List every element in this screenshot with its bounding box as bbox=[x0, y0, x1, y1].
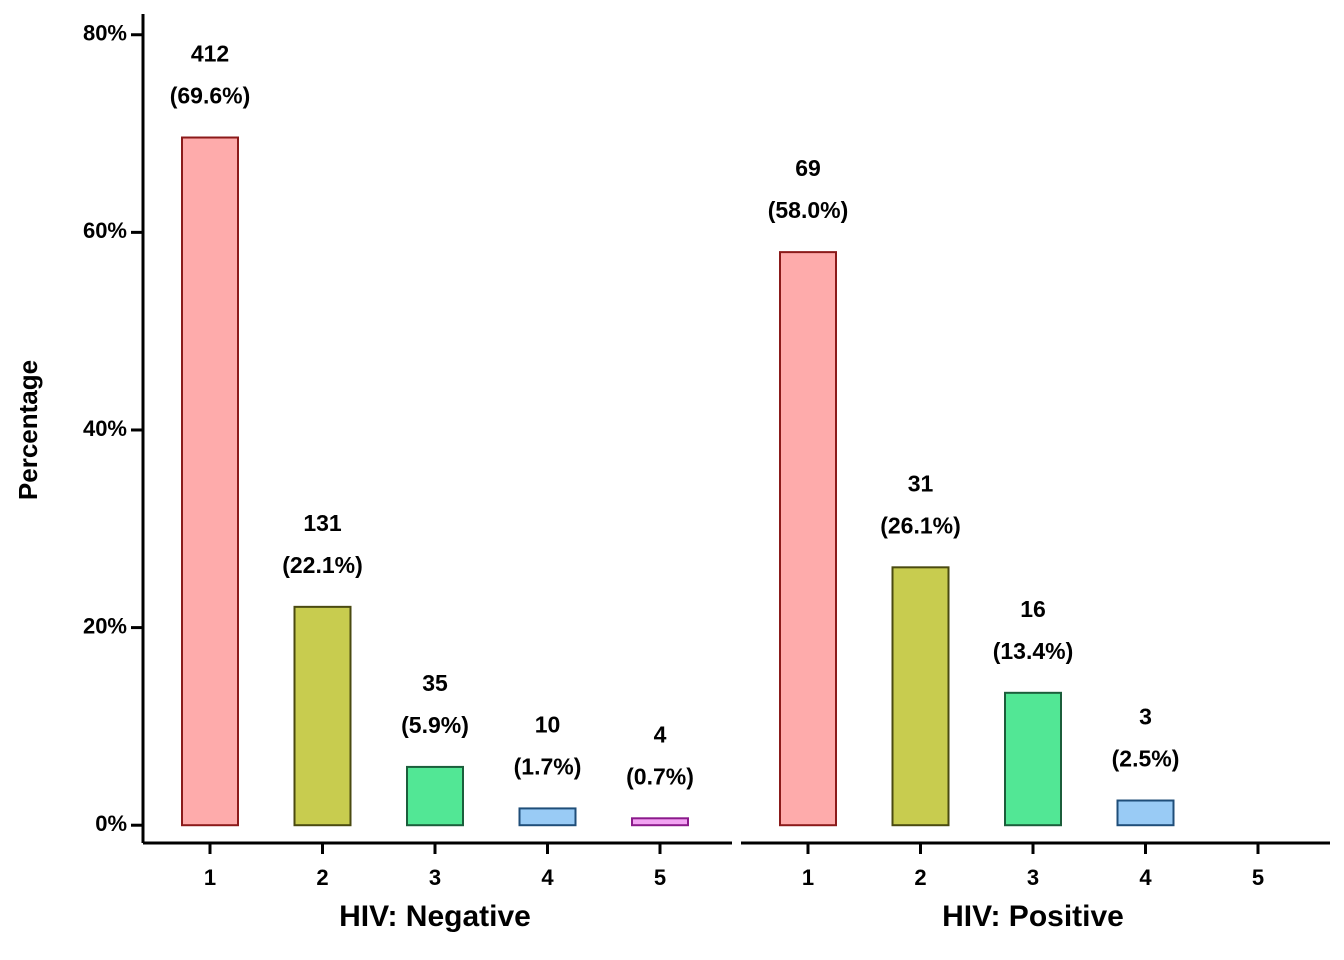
value-label: (22.1%) bbox=[282, 552, 363, 578]
bar bbox=[293, 605, 352, 827]
x-tick-label: 1 bbox=[204, 865, 216, 890]
value-label: (58.0%) bbox=[768, 197, 849, 223]
y-tick-label: 20% bbox=[83, 613, 127, 638]
bar bbox=[1004, 691, 1062, 827]
count-label: 16 bbox=[1020, 596, 1046, 622]
count-label: 69 bbox=[795, 155, 821, 181]
count-label: 4 bbox=[654, 721, 667, 747]
x-tick-label: 5 bbox=[1252, 865, 1264, 890]
bar bbox=[518, 807, 577, 827]
bar bbox=[181, 136, 239, 827]
y-axis-title: Percentage bbox=[13, 360, 43, 500]
value-label: (0.7%) bbox=[626, 763, 694, 789]
x-axis-title: HIV: Negative bbox=[339, 900, 531, 933]
count-label: 35 bbox=[422, 670, 448, 696]
bar bbox=[631, 817, 689, 827]
value-label: (26.1%) bbox=[880, 512, 961, 538]
value-label: (69.6%) bbox=[170, 83, 251, 109]
count-label: 131 bbox=[303, 510, 342, 536]
bar bbox=[779, 251, 837, 827]
y-tick-label: 40% bbox=[83, 416, 127, 441]
count-label: 3 bbox=[1139, 704, 1152, 730]
x-tick-label: 4 bbox=[1139, 865, 1152, 890]
value-label: (5.9%) bbox=[401, 712, 469, 738]
x-tick-label: 5 bbox=[654, 865, 666, 890]
y-tick-label: 80% bbox=[83, 21, 127, 46]
value-label: (2.5%) bbox=[1112, 746, 1180, 772]
x-tick-label: 1 bbox=[802, 865, 814, 890]
x-tick-label: 2 bbox=[316, 865, 328, 890]
bar bbox=[1116, 799, 1175, 827]
x-tick-label: 2 bbox=[914, 865, 926, 890]
y-tick-label: 0% bbox=[95, 811, 127, 836]
count-label: 31 bbox=[908, 470, 934, 496]
x-tick-label: 3 bbox=[429, 865, 441, 890]
value-label: (13.4%) bbox=[993, 638, 1074, 664]
y-tick-label: 60% bbox=[83, 218, 127, 243]
x-tick-label: 4 bbox=[541, 865, 554, 890]
count-label: 10 bbox=[535, 711, 561, 737]
bar bbox=[891, 566, 950, 827]
bar bbox=[406, 765, 464, 827]
value-label: (1.7%) bbox=[514, 753, 582, 779]
x-tick-label: 3 bbox=[1027, 865, 1039, 890]
x-axis-title: HIV: Positive bbox=[942, 900, 1124, 933]
count-label: 412 bbox=[191, 41, 229, 67]
